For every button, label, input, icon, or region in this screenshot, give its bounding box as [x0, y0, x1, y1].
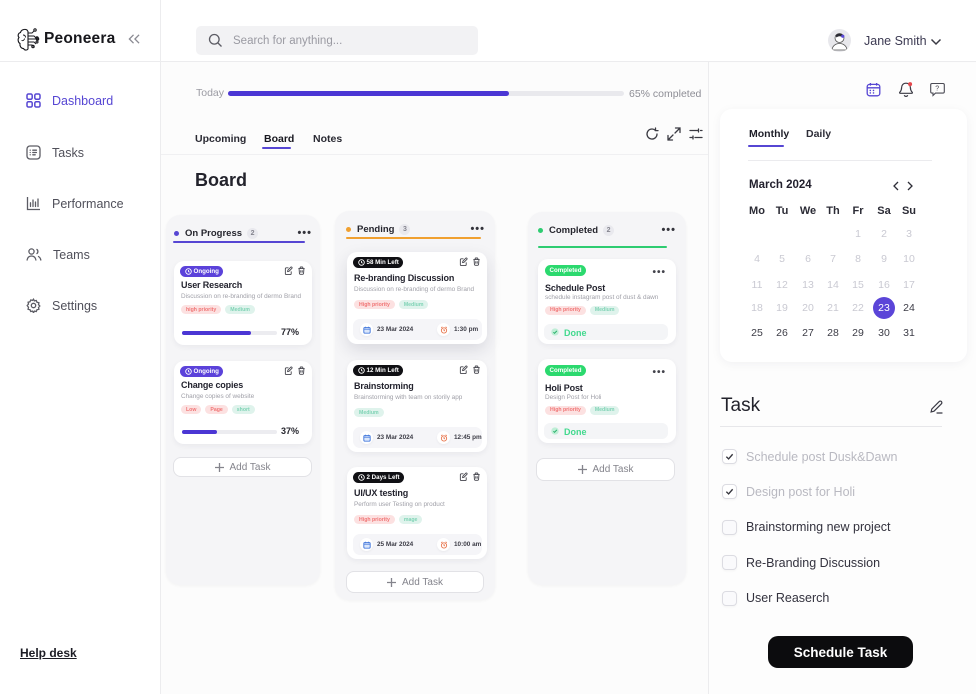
svg-text:?: ?	[935, 86, 939, 93]
